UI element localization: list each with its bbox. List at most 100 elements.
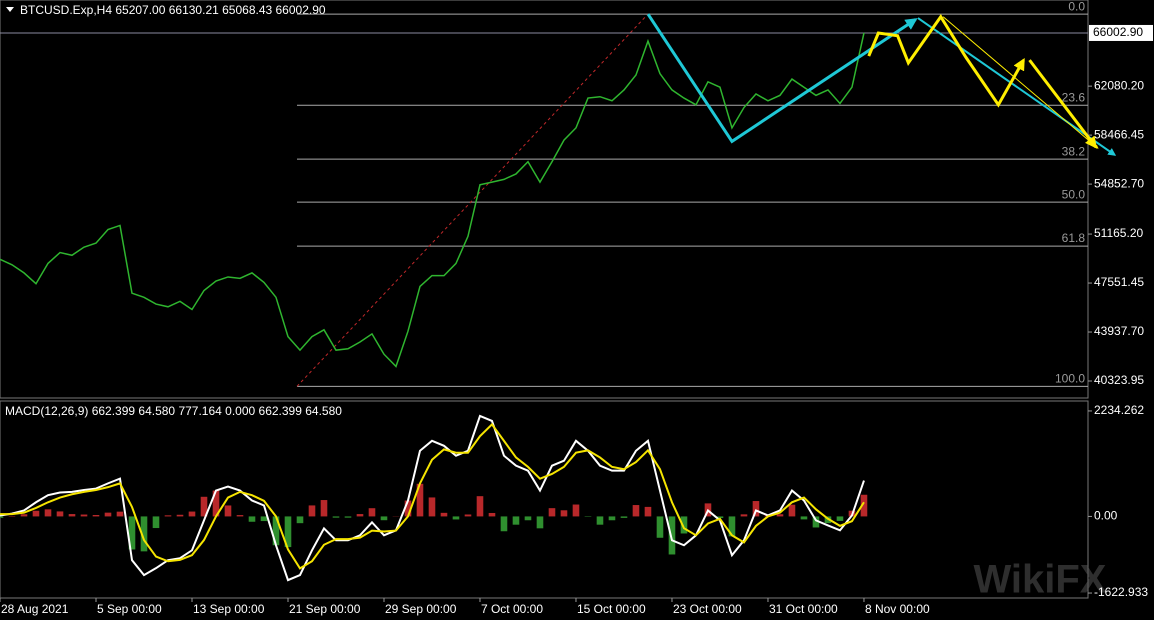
menu-arrow (6, 7, 14, 12)
histogram-bar (512, 516, 520, 525)
histogram-bar (608, 516, 616, 521)
fib-label: 38.2 (1062, 144, 1086, 158)
histogram-bar (344, 516, 352, 518)
y-tick-label: 54852.70 (1094, 176, 1144, 190)
histogram-bar (812, 516, 820, 528)
x-tick-label: 31 Oct 00:00 (769, 602, 838, 616)
price-title: BTCUSD.Exp,H4 65207.00 66130.21 65068.43… (20, 3, 326, 17)
histogram-bar (68, 514, 76, 517)
histogram-bar (284, 516, 292, 548)
macd-frame (0, 400, 1089, 599)
histogram-bar (440, 512, 448, 517)
histogram-bar (92, 515, 100, 517)
histogram-bar (320, 500, 328, 517)
histogram-bar (644, 506, 652, 517)
histogram-bar (368, 508, 376, 517)
histogram-bar (200, 496, 208, 517)
histogram-bar (680, 516, 688, 534)
histogram-bar (548, 508, 556, 517)
x-tick-label: 13 Sep 00:00 (193, 602, 265, 616)
histogram-bar (656, 516, 664, 538)
histogram-bar (596, 516, 604, 525)
fib-label: 61.8 (1062, 231, 1086, 245)
histogram-bar (128, 516, 136, 550)
histogram-bar (308, 505, 316, 517)
histogram-bar (500, 516, 508, 532)
histogram-bar (20, 514, 28, 517)
histogram-bar (536, 516, 544, 529)
y-tick-label: 43937.70 (1094, 324, 1144, 338)
fib-label: 23.6 (1062, 90, 1086, 104)
y-tick-label: 51165.20 (1094, 226, 1143, 240)
price-frame (0, 0, 1089, 399)
histogram-bar (152, 516, 160, 529)
histogram-bar (452, 516, 460, 520)
x-tick-label: 21 Sep 00:00 (289, 602, 361, 616)
x-tick-label: 23 Oct 00:00 (673, 602, 742, 616)
y-tick-label: 47551.45 (1094, 275, 1144, 289)
histogram-bar (356, 514, 364, 517)
histogram-bar (32, 510, 40, 517)
histogram-bar (176, 514, 184, 517)
last-price-box (1089, 24, 1153, 41)
histogram-bar (620, 516, 628, 518)
macd-title: MACD(12,26,9) 662.399 64.580 777.164 0.0… (5, 404, 342, 418)
trend-drawing (942, 16, 1099, 149)
y-tick-label: 58466.45 (1094, 127, 1144, 141)
histogram-bar (236, 515, 244, 517)
y-tick-label: -1622.933 (1094, 585, 1148, 599)
histogram-bar (800, 516, 808, 520)
histogram-bar (632, 505, 640, 517)
trend-drawing (646, 13, 918, 144)
macd-line (0, 422, 865, 570)
histogram-bar (332, 516, 340, 518)
x-tick-label: 7 Oct 00:00 (481, 602, 543, 616)
fib-label: 0.0 (1068, 0, 1085, 13)
histogram-bar (212, 490, 220, 517)
histogram-bar (668, 516, 676, 555)
y-tick-label: 62080.20 (1094, 78, 1144, 92)
histogram-bar (260, 516, 268, 522)
y-tick-label: 2234.262 (1094, 403, 1144, 417)
histogram-bar (380, 516, 388, 521)
fib-label: 50.0 (1062, 187, 1086, 201)
histogram-bar (728, 516, 736, 537)
histogram-bar (0, 516, 4, 518)
trend-drawing (867, 14, 1025, 108)
histogram-bar (776, 514, 784, 517)
histogram-bar (272, 516, 280, 546)
histogram-bar (416, 483, 424, 517)
histogram-bar (248, 516, 256, 522)
histogram-bar (860, 494, 868, 517)
x-tick-label: 28 Aug 2021 (1, 602, 69, 616)
histogram-bar (428, 497, 436, 517)
histogram-bar (104, 512, 112, 517)
histogram-bar (788, 504, 796, 517)
histogram-bar (740, 514, 748, 517)
histogram-bar (44, 509, 52, 517)
x-tick-label: 29 Sep 00:00 (385, 602, 457, 616)
histogram-bar (476, 496, 484, 517)
histogram-bar (752, 501, 760, 517)
trend-drawing (917, 17, 1117, 156)
histogram-bar (224, 505, 232, 517)
x-tick-label: 8 Nov 00:00 (865, 602, 930, 616)
x-tick-label: 15 Oct 00:00 (577, 602, 646, 616)
histogram-bar (488, 512, 496, 517)
histogram-bar (116, 511, 124, 517)
histogram-bar (56, 511, 64, 517)
histogram-bar (188, 511, 196, 517)
histogram-bar (80, 514, 88, 517)
histogram-bar (296, 516, 304, 524)
price-line (0, 32, 865, 368)
y-tick-label: 0.00 (1094, 509, 1118, 523)
price-plot (0, 13, 1088, 387)
fib-label: 100.0 (1055, 372, 1085, 386)
y-tick-label: 40323.95 (1094, 373, 1144, 387)
watermark: WikiFX (974, 558, 1107, 602)
histogram-bar (524, 516, 532, 521)
histogram-bar (404, 500, 412, 517)
histogram-bar (164, 515, 172, 517)
